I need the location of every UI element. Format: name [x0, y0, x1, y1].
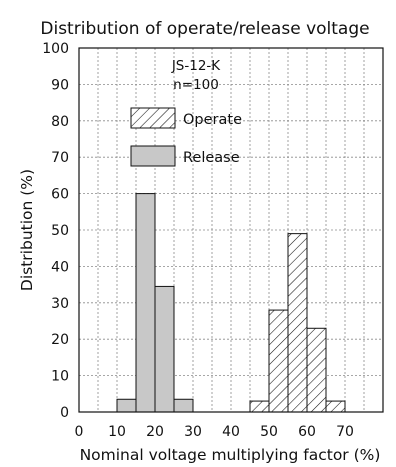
legend-label-operate: Operate — [183, 112, 242, 128]
bar-operate-67.5 — [325, 400, 346, 413]
plot-frame — [78, 47, 384, 413]
x-tick-labels: 0 10 20 30 40 50 60 70 — [75, 424, 354, 440]
y-tick-label: 70 — [51, 150, 69, 166]
y-tick-label: 80 — [51, 114, 69, 130]
bar-operate-52.5 — [268, 309, 289, 413]
y-tick-labels: 0 10 20 30 40 50 60 70 80 90 100 — [42, 41, 69, 421]
y-tick-label: 20 — [51, 332, 69, 348]
y-tick-label: 30 — [51, 296, 69, 312]
bar-release-17.5 — [135, 193, 156, 413]
model-annotation: JS-12-K — [171, 58, 221, 74]
x-tick-label: 20 — [146, 424, 164, 440]
x-axis-label: Nominal voltage multiplying factor (%) — [80, 446, 381, 464]
bar-release-27.5 — [173, 398, 194, 413]
x-tick-label: 50 — [260, 424, 278, 440]
x-tick-label: 30 — [184, 424, 202, 440]
bar-operate-57.5 — [287, 233, 308, 413]
x-tick-label: 0 — [75, 424, 84, 440]
y-tick-label: 10 — [51, 369, 69, 385]
bar-release-12.5 — [116, 398, 137, 413]
x-tick-label: 40 — [222, 424, 240, 440]
legend: Operate Release — [130, 107, 242, 167]
y-tick-label: 0 — [60, 405, 69, 421]
y-tick-label: 60 — [51, 187, 69, 203]
bar-release-22.5 — [154, 285, 175, 413]
y-tick-label: 50 — [51, 223, 69, 239]
bar-operate-62.5 — [306, 327, 327, 413]
legend-swatch-release — [130, 145, 176, 167]
x-tick-label: 70 — [336, 424, 354, 440]
x-tick-label: 60 — [298, 424, 316, 440]
y-axis-label: Distribution (%) — [18, 169, 36, 291]
y-tick-label: 40 — [51, 259, 69, 275]
grid-lines — [79, 48, 383, 412]
y-tick-label: 100 — [42, 41, 69, 57]
legend-swatch-operate — [130, 107, 176, 129]
y-tick-label: 90 — [51, 77, 69, 93]
bars — [116, 193, 346, 413]
legend-label-release: Release — [183, 150, 240, 166]
x-tick-label: 10 — [108, 424, 126, 440]
chart-title: Distribution of operate/release voltage — [40, 19, 369, 39]
sample-size-annotation: n=100 — [173, 77, 219, 93]
bar-operate-47.5 — [249, 400, 270, 413]
